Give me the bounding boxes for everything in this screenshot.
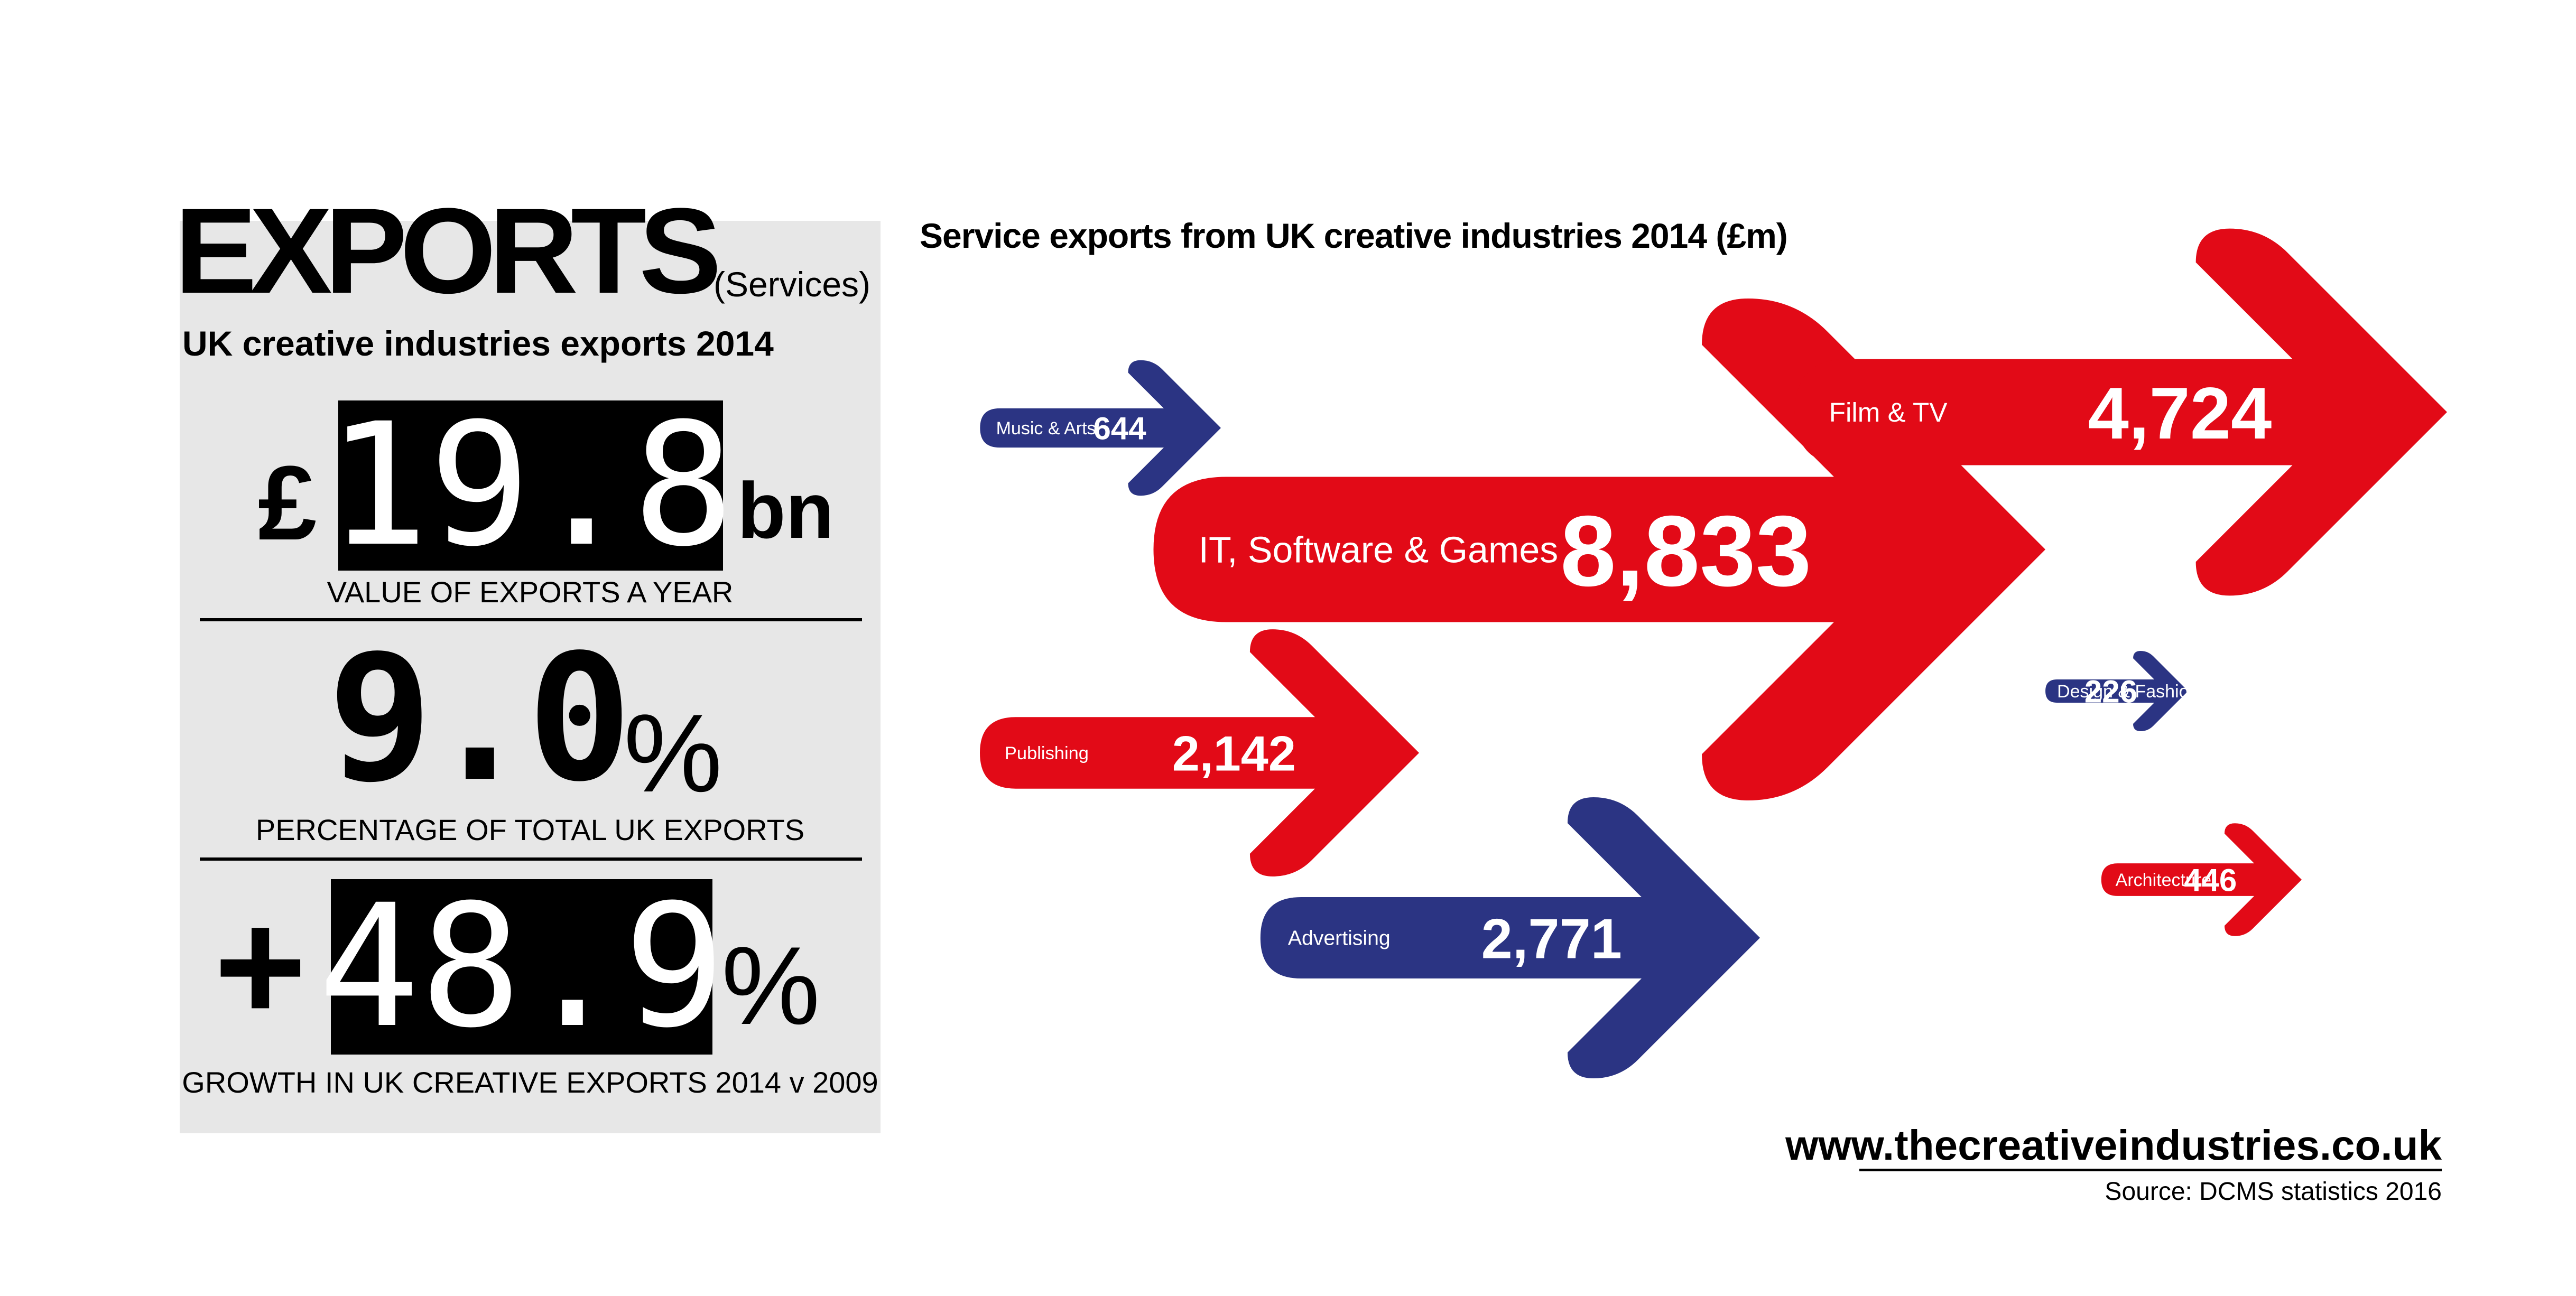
stat-divider [200, 618, 862, 621]
panel-title-suffix: (Services) [714, 265, 871, 304]
website-url-underline [1859, 1169, 2442, 1171]
arrow-shape [2045, 651, 2188, 731]
value-label: 446 [2184, 863, 2237, 898]
website-url[interactable]: www.thecreativeindustries.co.uk [1785, 1122, 2442, 1169]
chart-title: Service exports from UK creative industr… [920, 216, 1788, 255]
value-label: 2,771 [1481, 907, 1622, 970]
arrow-music-arts [980, 360, 1221, 496]
arrow-shape [2101, 823, 2302, 936]
export-share-figure: 9.0 [328, 617, 632, 820]
arrow-publishing [980, 629, 1419, 877]
source-note: Source: DCMS statistics 2016 [2105, 1178, 2442, 1206]
category-label: Architecture [2116, 870, 2211, 890]
export-growth-caption: GROWTH IN UK CREATIVE EXPORTS 2014 v 200… [182, 1066, 878, 1099]
panel-title: EXPORTS [174, 183, 721, 319]
arrow-shape [980, 629, 1419, 877]
arrow-advertising [1260, 797, 1760, 1079]
export-growth-suffix: % [721, 924, 820, 1048]
category-label: Design & Fashion [2057, 682, 2199, 702]
category-label: Music & Arts [996, 418, 1096, 439]
value-label: 8,833 [1560, 495, 1811, 607]
export-share-suffix: % [624, 691, 722, 815]
export-value-caption: VALUE OF EXPORTS A YEAR [327, 575, 734, 609]
value-label: 644 [1094, 411, 1147, 446]
export-value-figure: 19.8 [327, 387, 735, 584]
value-label: 226 [2084, 674, 2137, 710]
stat-divider [200, 857, 862, 861]
arrow-film-tv [1794, 228, 2447, 596]
arrow-shape [1794, 228, 2447, 596]
export-growth-prefix: + [214, 877, 307, 1055]
category-label: IT, Software & Games [1199, 529, 1559, 571]
arrow-shape [1260, 797, 1760, 1079]
export-value-prefix: £ [258, 444, 317, 562]
arrow-design-fashion [2045, 651, 2188, 731]
export-growth-figure: 48.9 [318, 869, 726, 1065]
arrow-architecture [2101, 823, 2302, 936]
panel-heading: UK creative industries exports 2014 [182, 324, 774, 363]
value-label: 2,142 [1172, 726, 1296, 781]
arrow-shape [980, 360, 1221, 496]
export-share-caption: PERCENTAGE OF TOTAL UK EXPORTS [255, 813, 805, 846]
value-label: 4,724 [2088, 372, 2272, 454]
category-label: Advertising [1288, 927, 1391, 950]
export-value-suffix: bn [737, 466, 835, 555]
category-label: Publishing [1005, 743, 1089, 763]
category-label: Film & TV [1829, 397, 1948, 427]
